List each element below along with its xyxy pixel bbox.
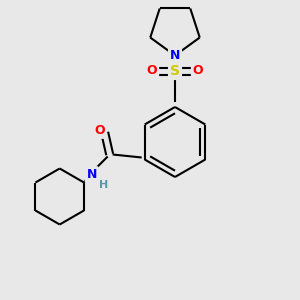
Text: O: O [94, 124, 105, 137]
Text: N: N [86, 168, 97, 181]
Text: O: O [193, 64, 203, 77]
Text: S: S [170, 64, 180, 78]
Text: N: N [170, 49, 180, 62]
Text: H: H [99, 179, 108, 190]
Text: O: O [147, 64, 157, 77]
